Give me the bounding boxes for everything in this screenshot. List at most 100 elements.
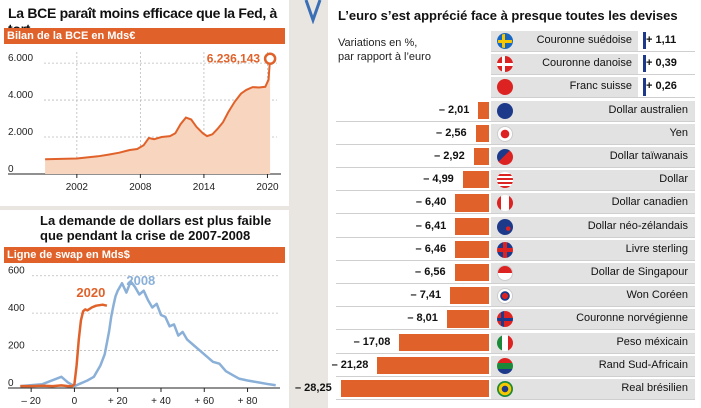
- x-tick-label: + 80: [238, 396, 258, 407]
- currency-value-label: – 6,56: [415, 266, 446, 278]
- y-tick-label: 0: [8, 164, 14, 175]
- currency-name: Won Coréen: [626, 289, 688, 302]
- currency-value-label: – 2,01: [438, 103, 470, 116]
- bar-negative: [399, 333, 489, 351]
- bar-negative: [377, 356, 489, 374]
- x-tick-label: 0: [72, 396, 78, 407]
- flag-za-icon: [497, 357, 513, 374]
- row-shade: [491, 77, 638, 98]
- currency-panel: L’euro s’est apprécié face à presque tou…: [295, 0, 701, 408]
- currency-value-label: + 1,11: [646, 34, 677, 46]
- currency-value-label: – 7,41: [410, 289, 442, 302]
- x-tick-label: + 40: [151, 396, 171, 407]
- currency-value-label: – 8,01: [407, 312, 438, 325]
- row-separator: [336, 236, 695, 238]
- ecb-last-value-label: 6.236,143: [207, 52, 261, 66]
- bar-negative: [340, 380, 489, 398]
- currency-note-1: Variations en %,: [338, 37, 418, 49]
- x-tick-label: 2020: [256, 182, 279, 193]
- ecb-balance-line: [45, 58, 272, 161]
- row-shade: [491, 309, 695, 330]
- series-label-2008: 2008: [126, 273, 155, 288]
- y-tick-label: 4.000: [8, 90, 33, 101]
- currency-value-label: – 17,08: [353, 335, 391, 348]
- currency-value-label: – 6,41: [415, 219, 447, 232]
- currency-row: Rand Sud-Africain – 21,28: [328, 354, 698, 377]
- x-tick-label: – 20: [21, 396, 41, 407]
- currency-row: Franc suisse + 0,26: [328, 75, 698, 99]
- row-shade: [491, 31, 638, 52]
- currency-name: Real brésilien: [621, 382, 688, 394]
- row-shade: [491, 193, 695, 214]
- currency-value-label: – 21,28: [331, 358, 369, 371]
- row-separator: [491, 97, 695, 99]
- bar-positive: [643, 32, 646, 50]
- currency-row: Couronne danoise + 0,39: [328, 52, 698, 76]
- bar-negative: [475, 124, 489, 142]
- flag-mx-icon: [497, 334, 513, 351]
- flag-jp-icon: [497, 125, 513, 142]
- currency-row: Peso méxicain – 17,08: [328, 331, 698, 354]
- series-line-2020: [20, 303, 108, 388]
- row-shade: [491, 100, 695, 121]
- swap-panel-title-1: La demande de dollars est plus faible: [40, 213, 272, 228]
- bar-negative: [446, 310, 489, 328]
- row-shade: [491, 170, 695, 191]
- row-shade: [491, 355, 695, 376]
- x-tick-label: + 20: [108, 396, 128, 407]
- swap-line-panel: La demande de dollars est plus faible qu…: [0, 210, 289, 408]
- y-tick-label: 6.000: [8, 53, 33, 64]
- currency-name: Dollar australien: [608, 103, 688, 116]
- currency-note-2: par rapport à l’euro: [338, 51, 431, 63]
- currency-value-label: – 6,46: [415, 242, 447, 255]
- currency-row: Dollar – 4,99: [328, 168, 698, 192]
- row-separator: [336, 259, 695, 261]
- row-separator: [491, 51, 695, 52]
- row-shade: [491, 332, 695, 353]
- currency-name: Franc suisse: [569, 80, 632, 93]
- flag-kr-icon: [497, 288, 513, 305]
- series-line-2008: [20, 280, 276, 388]
- row-separator: [336, 167, 695, 168]
- currency-name: Peso méxicain: [616, 335, 688, 348]
- x-tick-label: 2002: [66, 182, 89, 193]
- ecb-last-value-marker: [263, 52, 277, 65]
- currency-row: Livre sterling – 6,46: [328, 238, 698, 261]
- ecb-balance-area: [45, 58, 271, 175]
- flag-tw-icon: [497, 149, 513, 165]
- bar-negative: [455, 194, 489, 212]
- currency-name: Yen: [669, 126, 688, 139]
- bar-negative: [478, 101, 489, 119]
- ecb-balance-chart: 0 2.000 4.000 6.000 2002 2008 2014 2020 6.236,14…: [8, 52, 281, 193]
- row-separator: [336, 375, 695, 377]
- swap-panel-subtitle: Ligne de swap en Mds$: [4, 247, 285, 263]
- currency-bar-chart: Couronne suédoise + 1,11 Couronne danoise +…: [295, 29, 701, 404]
- y-tick-label: 400: [8, 303, 25, 314]
- row-shade: [491, 263, 695, 284]
- row-shade: [491, 379, 695, 400]
- series-label-2020: 2020: [76, 285, 105, 300]
- currency-row: Couronne suédoise + 1,11: [328, 29, 698, 52]
- currency-name: Dollar de Singapour: [590, 266, 688, 278]
- currency-name: Dollar néo-zélandais: [587, 219, 688, 232]
- y-tick-label: 200: [8, 341, 25, 352]
- x-tick-label: + 60: [194, 396, 214, 407]
- row-shade: [491, 147, 695, 168]
- flag-dk-icon: [497, 56, 513, 73]
- bar-negative: [454, 264, 489, 282]
- currency-row: Yen – 2,56: [328, 122, 698, 145]
- currency-name: Couronne danoise: [542, 57, 632, 70]
- row-separator: [336, 399, 695, 400]
- currency-name: Livre sterling: [625, 242, 688, 255]
- ecb-panel-subtitle: Bilan de la BCE en Mds€: [4, 28, 285, 44]
- row-separator: [336, 283, 695, 284]
- flag-au-icon: [497, 102, 513, 119]
- row-separator: [336, 213, 695, 215]
- bar-negative: [473, 148, 489, 166]
- currency-name: Dollar: [659, 173, 688, 186]
- row-separator: [491, 74, 695, 76]
- bar-positive: [643, 78, 646, 96]
- bar-positive: [643, 55, 646, 73]
- currency-name: Dollar canadien: [611, 196, 688, 209]
- flag-gb-icon: [497, 241, 513, 258]
